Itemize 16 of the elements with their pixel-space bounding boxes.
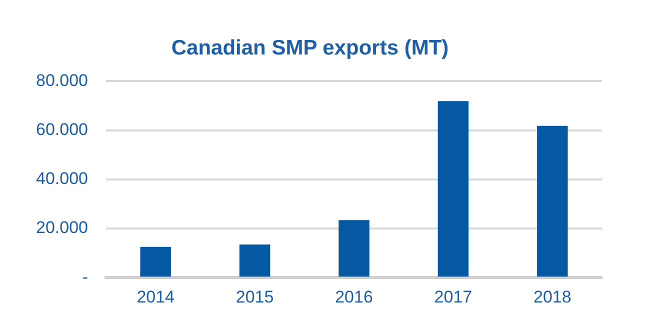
bar [537,126,568,277]
x-tick-label: 2014 [136,287,175,306]
x-tick-label: 2017 [434,287,472,306]
x-tick-label: 2018 [533,287,572,306]
chart-title: Canadian SMP exports (MT) [171,36,449,60]
y-tick-label: 60.000 [36,120,88,139]
y-tick-label: 20.000 [36,218,88,238]
y-tick-label: 40.000 [36,169,88,188]
bar [438,101,469,277]
x-tick-label: 2015 [236,287,274,306]
x-tick-label: 2016 [335,287,373,306]
y-tick-label: 80.000 [36,70,88,90]
bar [239,244,270,277]
bar [338,220,370,277]
y-tick-label: - [82,267,88,286]
bar [140,246,171,277]
